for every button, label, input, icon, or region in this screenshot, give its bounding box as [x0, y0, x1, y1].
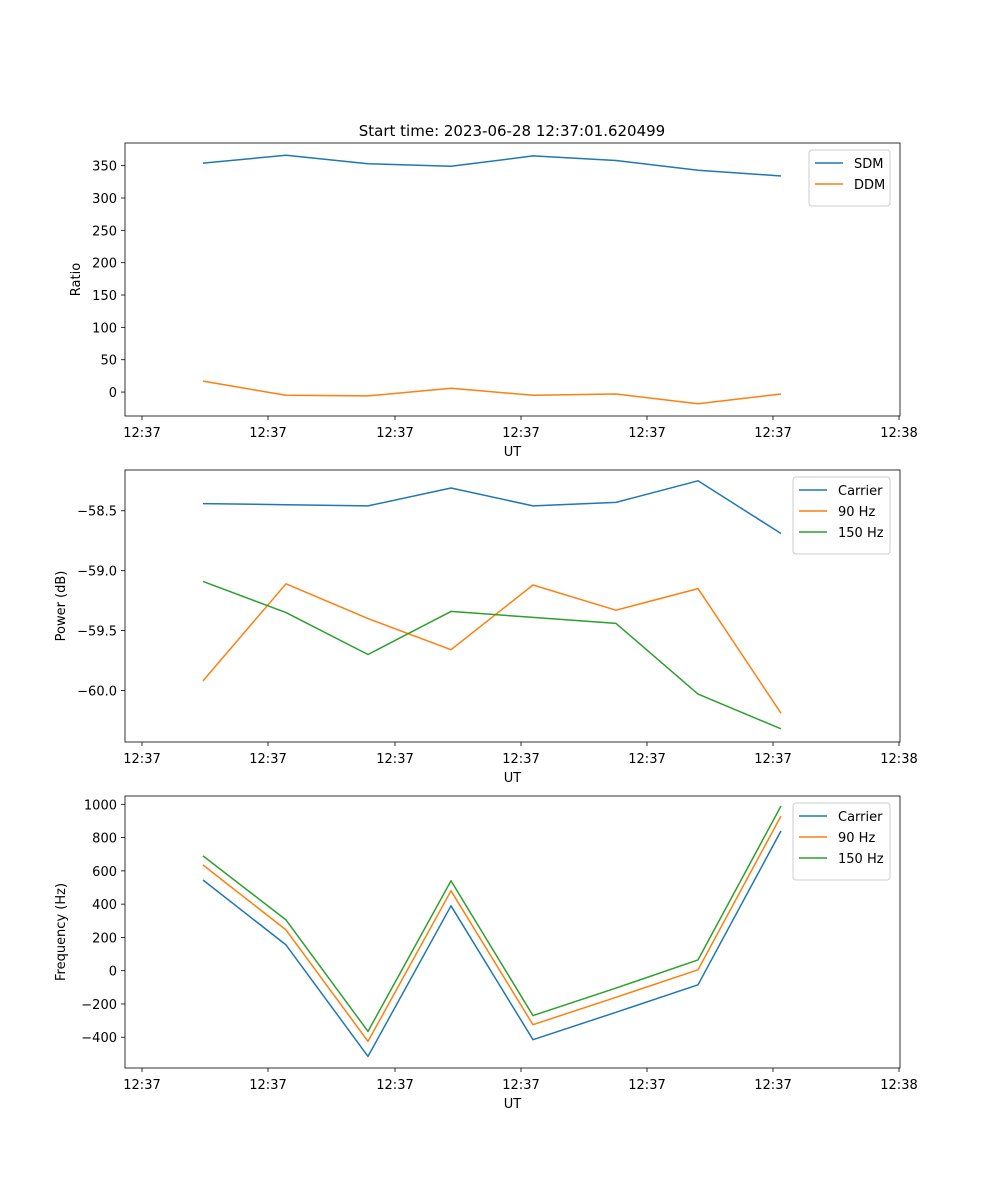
x-axis-label: UT — [504, 1097, 522, 1112]
x-tick-label: 12:37 — [249, 426, 286, 441]
y-tick-label: 400 — [92, 898, 117, 913]
legend-label: 150 Hz — [838, 526, 884, 541]
x-tick-label: 12:37 — [376, 1078, 413, 1093]
chart-panel-2: 12:37 12:37 12:37 12:37 12:37 12:37 12:38 −60.0… — [54, 469, 918, 786]
legend-box — [808, 149, 891, 207]
x-tick-label: 12:37 — [249, 1078, 286, 1093]
y-tick-label: −60.0 — [77, 684, 117, 699]
x-tick-label: 12:38 — [880, 426, 917, 441]
x-tick-label: 12:37 — [628, 426, 665, 441]
legend-label: Carrier — [838, 810, 883, 825]
y-tick-label: 800 — [92, 832, 117, 847]
y-tick-label: 150 — [92, 289, 117, 304]
x-tick-label: 12:37 — [754, 1078, 791, 1093]
y-tick-label: −200 — [81, 998, 117, 1013]
x-tick-label: 12:37 — [376, 752, 413, 767]
x-tick-label: 12:37 — [123, 752, 160, 767]
y-tick-label: 50 — [100, 354, 117, 369]
legend-box — [792, 476, 891, 555]
legend-label: 150 Hz — [838, 852, 884, 867]
axes-frame — [124, 469, 901, 743]
x-tick-label: 12:37 — [123, 426, 160, 441]
legend: SDM DDM — [808, 149, 891, 207]
y-tick-label: 600 — [92, 865, 117, 880]
y-axis-label: Power (dB) — [54, 571, 69, 642]
y-tick-label: 200 — [92, 257, 117, 272]
y-tick-label: 100 — [92, 321, 117, 336]
x-tick-label: 12:37 — [628, 752, 665, 767]
y-tick-label: −59.5 — [77, 625, 117, 640]
series-line-sdm — [202, 154, 782, 177]
chart-panel-1: 12:37 12:37 12:37 12:37 12:37 12:37 12:38 0 50 10… — [69, 142, 918, 460]
x-tick-label: 12:37 — [754, 426, 791, 441]
axes-frame — [124, 795, 901, 1069]
series-line-150-hz — [202, 580, 782, 730]
x-tick-label: 12:38 — [880, 1078, 917, 1093]
y-axis-label: Ratio — [69, 263, 84, 296]
y-tick-label: 250 — [92, 224, 117, 239]
x-tick-label: 12:37 — [754, 752, 791, 767]
series-line-90-hz — [202, 815, 782, 1043]
series-line-ddm — [202, 380, 782, 405]
legend-label: 90 Hz — [838, 831, 875, 846]
y-tick-label: −59.0 — [77, 565, 117, 580]
x-tick-label: 12:38 — [880, 752, 917, 767]
y-tick-label: 0 — [109, 965, 117, 980]
x-tick-label: 12:37 — [502, 752, 539, 767]
y-tick-label: 300 — [92, 192, 117, 207]
series-line-carrier — [202, 830, 782, 1058]
y-tick-label: −400 — [81, 1031, 117, 1046]
chart-panels: 12:37 12:37 12:37 12:37 12:37 12:37 12:38 0 50 10… — [54, 142, 918, 1112]
x-tick-label: 12:37 — [628, 1078, 665, 1093]
legend-label: DDM — [854, 178, 885, 193]
legend-label: Carrier — [838, 484, 883, 499]
y-tick-label: 350 — [92, 160, 117, 175]
x-tick-label: 12:37 — [502, 426, 539, 441]
legend-label: SDM — [854, 157, 883, 172]
y-tick-label: 0 — [109, 386, 117, 401]
x-tick-label: 12:37 — [502, 1078, 539, 1093]
y-tick-label: 200 — [92, 931, 117, 946]
y-tick-label: −58.5 — [77, 505, 117, 520]
x-axis-label: UT — [504, 445, 522, 460]
axes-frame — [124, 142, 901, 417]
legend-box — [792, 802, 891, 881]
figure-title: Start time: 2023-06-28 12:37:01.620499 — [359, 122, 665, 140]
series-line-carrier — [202, 480, 782, 535]
x-tick-label: 12:37 — [376, 426, 413, 441]
x-tick-label: 12:37 — [123, 1078, 160, 1093]
series-line-90-hz — [202, 583, 782, 714]
series-line-150-hz — [202, 805, 782, 1033]
y-axis-label: Frequency (Hz) — [54, 883, 69, 981]
legend-label: 90 Hz — [838, 505, 875, 520]
chart-panel-3: 12:37 12:37 12:37 12:37 12:37 12:37 12:38 −400 −… — [54, 795, 918, 1112]
y-tick-label: 1000 — [84, 798, 117, 813]
legend: Carrier 90 Hz 150 Hz — [792, 802, 891, 881]
x-axis-label: UT — [504, 771, 522, 786]
legend: Carrier 90 Hz 150 Hz — [792, 476, 891, 555]
x-tick-label: 12:37 — [249, 752, 286, 767]
